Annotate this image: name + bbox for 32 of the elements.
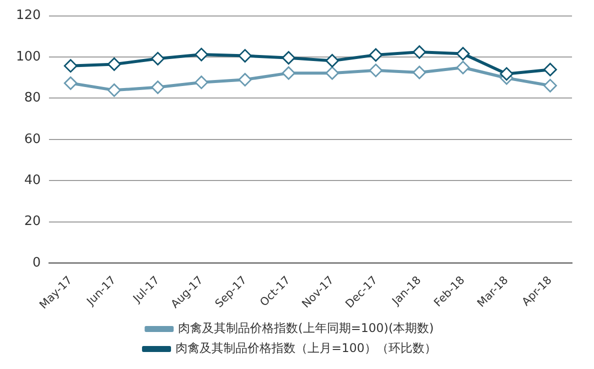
point <box>412 66 426 80</box>
point <box>412 45 426 59</box>
point <box>151 52 165 66</box>
point <box>456 60 470 74</box>
point <box>64 59 78 73</box>
point <box>325 66 339 80</box>
point <box>543 78 557 92</box>
point <box>325 54 339 68</box>
point <box>500 67 514 81</box>
point <box>282 51 296 65</box>
point <box>282 66 296 80</box>
point <box>238 72 252 86</box>
point <box>238 49 252 63</box>
point <box>543 62 557 76</box>
y-tick-label: 100 <box>16 49 41 64</box>
y-tick-label: 120 <box>16 8 41 24</box>
y-tick-label: 80 <box>24 90 41 106</box>
point <box>369 64 383 78</box>
point <box>194 76 208 90</box>
y-tick-label: 20 <box>24 214 41 230</box>
point <box>107 83 121 97</box>
y-tick-label: 60 <box>24 132 41 147</box>
point <box>456 46 470 60</box>
y-tick-label: 0 <box>32 255 41 270</box>
point <box>194 48 208 62</box>
legend-label: 肉禽及其制品价格指数(上年同期=100)(本期数) <box>178 321 434 336</box>
point <box>151 80 165 94</box>
point <box>369 48 383 62</box>
point <box>64 76 78 90</box>
point <box>107 57 121 71</box>
y-tick-label: 40 <box>24 172 41 188</box>
legend-label: 肉禽及其制品价格指数（上月=100）（环比数） <box>176 341 436 356</box>
